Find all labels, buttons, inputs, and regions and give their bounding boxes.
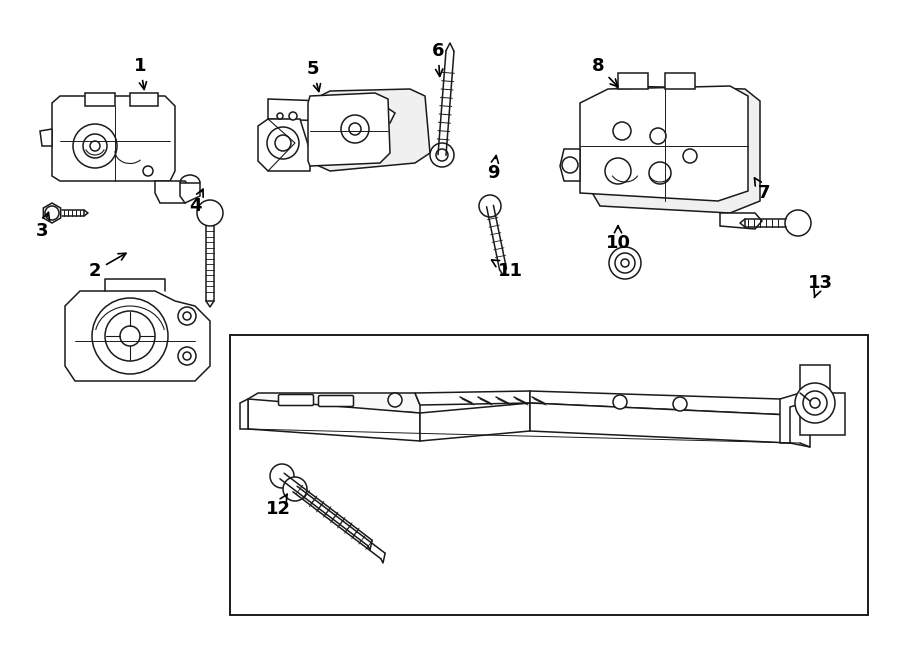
Circle shape	[92, 298, 168, 374]
Circle shape	[562, 157, 578, 173]
Polygon shape	[800, 365, 845, 435]
Polygon shape	[308, 89, 430, 171]
Polygon shape	[720, 213, 762, 229]
Circle shape	[785, 210, 811, 236]
Text: 5: 5	[307, 60, 320, 91]
Circle shape	[178, 347, 196, 365]
Polygon shape	[482, 197, 498, 215]
Polygon shape	[665, 73, 695, 89]
Polygon shape	[273, 465, 292, 487]
Circle shape	[73, 124, 117, 168]
Text: 11: 11	[491, 260, 523, 280]
Circle shape	[621, 259, 629, 267]
Circle shape	[120, 326, 140, 346]
Circle shape	[275, 135, 291, 151]
Circle shape	[45, 206, 59, 220]
Text: 1: 1	[134, 57, 147, 89]
Circle shape	[105, 311, 155, 361]
Polygon shape	[285, 478, 304, 500]
Polygon shape	[43, 203, 60, 223]
Polygon shape	[308, 93, 390, 166]
Circle shape	[289, 112, 297, 120]
Polygon shape	[52, 96, 175, 181]
Polygon shape	[268, 99, 395, 123]
Polygon shape	[258, 119, 310, 171]
Circle shape	[650, 128, 666, 144]
Polygon shape	[248, 399, 420, 441]
Polygon shape	[530, 391, 790, 415]
Circle shape	[673, 397, 687, 411]
Circle shape	[479, 195, 501, 217]
Circle shape	[388, 393, 402, 407]
Polygon shape	[248, 393, 420, 413]
Bar	[230, 335, 868, 615]
Text: 7: 7	[754, 178, 770, 202]
Circle shape	[795, 383, 835, 423]
Circle shape	[615, 253, 635, 273]
Text: 2: 2	[89, 253, 126, 280]
Polygon shape	[560, 149, 580, 181]
Circle shape	[683, 149, 697, 163]
Circle shape	[183, 352, 191, 360]
Polygon shape	[130, 93, 158, 106]
Circle shape	[430, 143, 454, 167]
Polygon shape	[530, 403, 790, 443]
Circle shape	[270, 464, 294, 488]
Circle shape	[267, 127, 299, 159]
Polygon shape	[240, 399, 248, 429]
Text: 13: 13	[807, 274, 833, 297]
Polygon shape	[40, 129, 52, 146]
Polygon shape	[580, 86, 748, 201]
Text: 10: 10	[606, 225, 631, 252]
FancyBboxPatch shape	[319, 395, 354, 407]
Circle shape	[613, 395, 627, 409]
Polygon shape	[420, 403, 530, 441]
Circle shape	[143, 166, 153, 176]
Circle shape	[341, 115, 369, 143]
Polygon shape	[590, 86, 760, 213]
Polygon shape	[415, 391, 530, 405]
Circle shape	[183, 312, 191, 320]
Polygon shape	[65, 291, 210, 381]
Circle shape	[649, 162, 671, 184]
Polygon shape	[788, 212, 807, 234]
Polygon shape	[201, 202, 220, 224]
Circle shape	[605, 158, 631, 184]
Circle shape	[83, 134, 107, 158]
Polygon shape	[155, 181, 195, 203]
Circle shape	[803, 391, 827, 415]
Circle shape	[277, 113, 283, 119]
Circle shape	[197, 200, 223, 226]
Text: 4: 4	[189, 189, 203, 215]
Circle shape	[609, 247, 641, 279]
Circle shape	[613, 122, 631, 140]
FancyBboxPatch shape	[278, 395, 313, 405]
Circle shape	[90, 141, 100, 151]
Text: 6: 6	[432, 42, 445, 77]
Circle shape	[810, 398, 820, 408]
Circle shape	[283, 477, 307, 501]
Polygon shape	[618, 73, 648, 89]
Circle shape	[178, 307, 196, 325]
Text: 8: 8	[591, 57, 617, 87]
Text: 3: 3	[36, 212, 50, 240]
Polygon shape	[790, 401, 810, 447]
Polygon shape	[85, 93, 115, 106]
Polygon shape	[180, 183, 200, 203]
Polygon shape	[780, 393, 800, 443]
Text: 12: 12	[266, 494, 291, 518]
Circle shape	[349, 123, 361, 135]
Circle shape	[436, 149, 448, 161]
Text: 9: 9	[487, 155, 500, 182]
